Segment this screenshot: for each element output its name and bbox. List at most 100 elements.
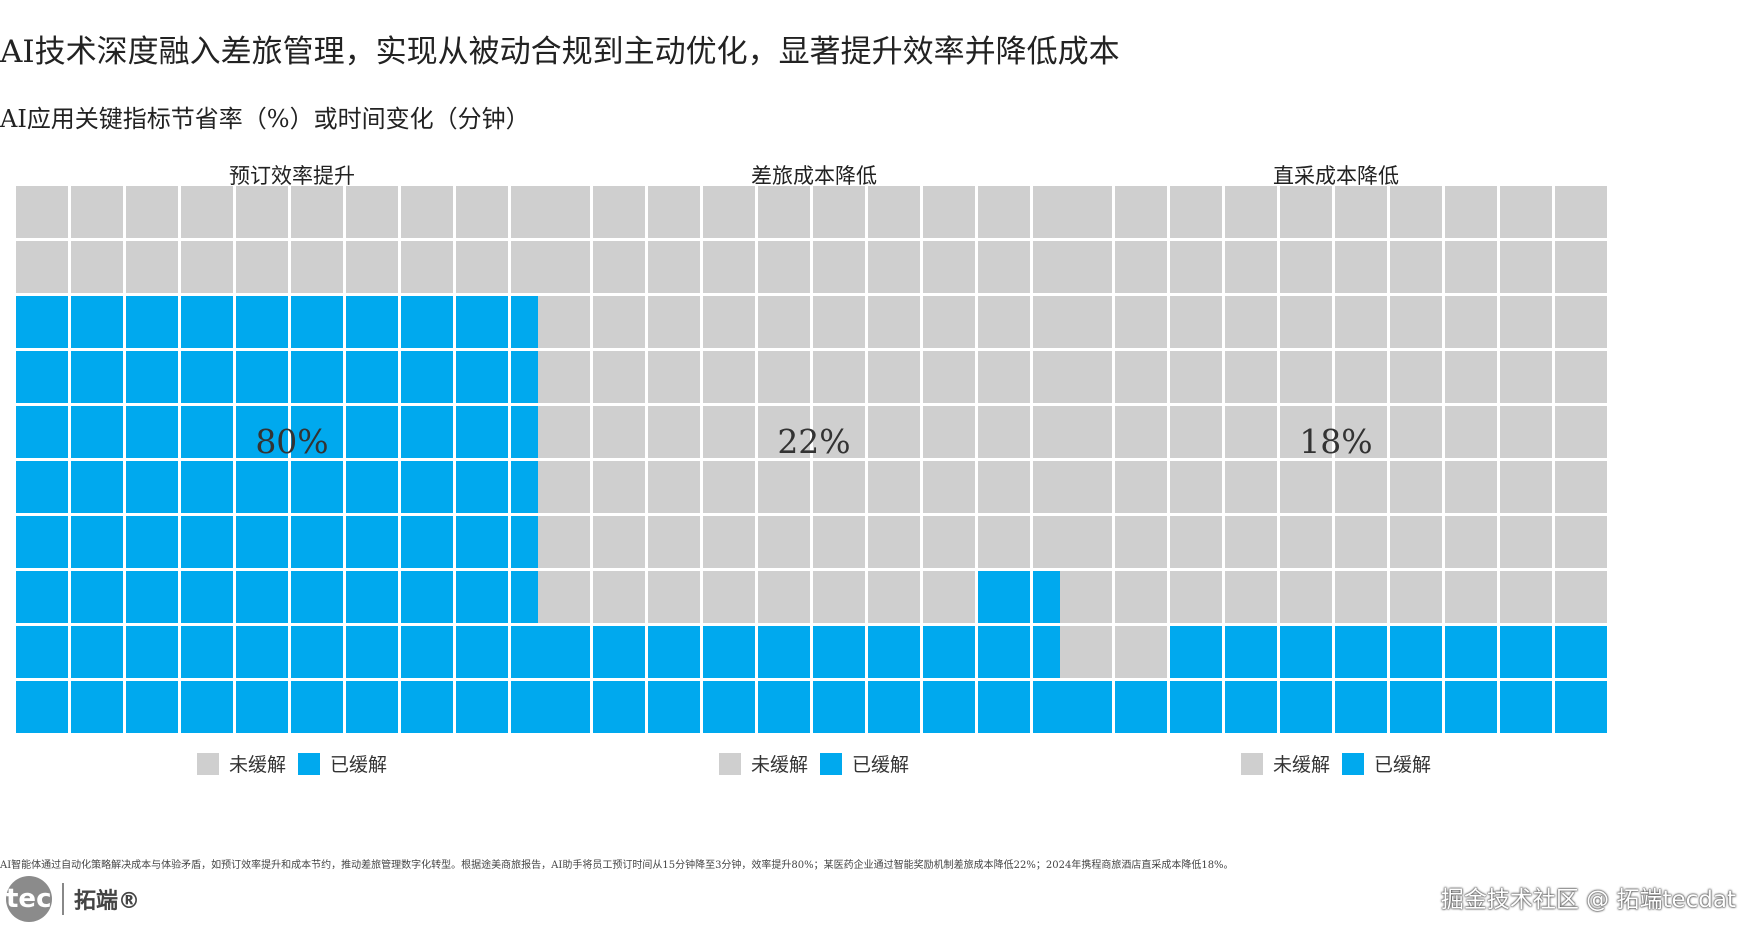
waffle-cell-unmitigated bbox=[1170, 461, 1222, 513]
waffle-cell-unmitigated bbox=[593, 296, 645, 348]
waffle-cell-unmitigated bbox=[1115, 241, 1167, 293]
waffle-cell-mitigated bbox=[401, 406, 453, 458]
waffle-cell-unmitigated bbox=[813, 186, 865, 238]
waffle-cell-unmitigated bbox=[1555, 296, 1607, 348]
waffle-cell-unmitigated bbox=[1390, 461, 1442, 513]
waffle-cell-unmitigated bbox=[1060, 461, 1112, 513]
waffle-cell-unmitigated bbox=[1555, 571, 1607, 623]
waffle-cell-unmitigated bbox=[868, 516, 920, 568]
waffle-cell-mitigated bbox=[346, 406, 398, 458]
waffle-cell-mitigated bbox=[1500, 681, 1552, 733]
waffle-cell-unmitigated bbox=[1445, 461, 1497, 513]
waffle-cell-unmitigated bbox=[1170, 296, 1222, 348]
waffle-cell-unmitigated bbox=[868, 461, 920, 513]
waffle-cell-mitigated bbox=[291, 626, 343, 678]
waffle-cell-mitigated bbox=[923, 681, 975, 733]
watermark: 掘金技术社区 @ 拓端tecdat bbox=[1440, 887, 1736, 913]
waffle-cell-unmitigated bbox=[1280, 186, 1332, 238]
legend: 未缓解 已缓解 bbox=[1060, 750, 1612, 777]
waffle-cell-mitigated bbox=[16, 406, 68, 458]
waffle-cell-mitigated bbox=[648, 681, 700, 733]
waffle-cell-mitigated bbox=[813, 681, 865, 733]
waffle-cell-unmitigated bbox=[923, 186, 975, 238]
waffle-cell-unmitigated bbox=[16, 241, 68, 293]
waffle-cell-mitigated bbox=[291, 681, 343, 733]
waffle-cell-unmitigated bbox=[538, 406, 590, 458]
waffle-cell-unmitigated bbox=[703, 351, 755, 403]
waffle-cell-mitigated bbox=[291, 516, 343, 568]
waffle-cell-unmitigated bbox=[16, 186, 68, 238]
waffle-cell-unmitigated bbox=[1390, 406, 1442, 458]
waffle-cell-mitigated bbox=[401, 626, 453, 678]
waffle-cell-unmitigated bbox=[813, 571, 865, 623]
waffle-cell-unmitigated bbox=[978, 406, 1030, 458]
waffle-cell-unmitigated bbox=[758, 406, 810, 458]
waffle-cell-mitigated bbox=[1390, 681, 1442, 733]
waffle-cell-mitigated bbox=[236, 296, 288, 348]
waffle-cell-mitigated bbox=[181, 516, 233, 568]
waffle-cell-unmitigated bbox=[291, 241, 343, 293]
panel-title: 直采成本降低 bbox=[1273, 164, 1399, 188]
waffle-cell-mitigated bbox=[1500, 626, 1552, 678]
waffle-cell-unmitigated bbox=[1115, 571, 1167, 623]
waffle-cell-mitigated bbox=[71, 296, 123, 348]
waffle-cell-mitigated bbox=[346, 681, 398, 733]
waffle-cell-mitigated bbox=[456, 461, 508, 513]
waffle-cell-unmitigated bbox=[1225, 571, 1277, 623]
waffle-cell-unmitigated bbox=[703, 186, 755, 238]
waffle-cell-unmitigated bbox=[346, 241, 398, 293]
waffle-cell-unmitigated bbox=[1390, 296, 1442, 348]
waffle-cell-mitigated bbox=[1225, 681, 1277, 733]
waffle-cell-mitigated bbox=[346, 351, 398, 403]
waffle-cell-mitigated bbox=[401, 461, 453, 513]
waffle-cell-mitigated bbox=[236, 681, 288, 733]
waffle-cell-unmitigated bbox=[538, 241, 590, 293]
waffle-cell-unmitigated bbox=[1555, 406, 1607, 458]
waffle-cell-mitigated bbox=[181, 406, 233, 458]
waffle-cell-unmitigated bbox=[703, 461, 755, 513]
waffle-cell-unmitigated bbox=[1115, 516, 1167, 568]
waffle-cell-unmitigated bbox=[538, 351, 590, 403]
chart-subtitle: AI应用关键指标节省率（%）或时间变化（分钟） bbox=[0, 105, 530, 133]
waffle-cell-unmitigated bbox=[1390, 241, 1442, 293]
legend-item-mitigated: 已缓解 bbox=[1342, 750, 1431, 777]
waffle-cell-unmitigated bbox=[758, 516, 810, 568]
waffle-cell-mitigated bbox=[923, 626, 975, 678]
logo-cn-text: 拓端® bbox=[74, 889, 141, 914]
legend-label-unmitigated: 未缓解 bbox=[1272, 754, 1330, 776]
waffle-cell-mitigated bbox=[346, 626, 398, 678]
waffle-cell-unmitigated bbox=[758, 351, 810, 403]
waffle-cell-unmitigated bbox=[126, 241, 178, 293]
panel-title: 预订效率提升 bbox=[229, 164, 355, 188]
waffle-cell-mitigated bbox=[456, 296, 508, 348]
waffle-cell-unmitigated bbox=[978, 186, 1030, 238]
waffle-cell-unmitigated bbox=[1225, 241, 1277, 293]
waffle-cell-unmitigated bbox=[923, 351, 975, 403]
waffle-cell-unmitigated bbox=[126, 186, 178, 238]
waffle-cell-unmitigated bbox=[1500, 461, 1552, 513]
waffle-cell-mitigated bbox=[126, 681, 178, 733]
waffle-cell-unmitigated bbox=[346, 186, 398, 238]
waffle-cell-unmitigated bbox=[1225, 351, 1277, 403]
waffle-cell-mitigated bbox=[346, 461, 398, 513]
waffle-cell-mitigated bbox=[126, 461, 178, 513]
waffle-cell-mitigated bbox=[71, 626, 123, 678]
waffle-cell-unmitigated bbox=[1060, 351, 1112, 403]
waffle-cell-unmitigated bbox=[1555, 516, 1607, 568]
waffle-cell-unmitigated bbox=[236, 186, 288, 238]
waffle-cell-unmitigated bbox=[1500, 241, 1552, 293]
waffle-cell-mitigated bbox=[1335, 626, 1387, 678]
waffle-cell-unmitigated bbox=[648, 461, 700, 513]
waffle-cell-unmitigated bbox=[703, 296, 755, 348]
waffle-cell-unmitigated bbox=[236, 241, 288, 293]
waffle-cell-unmitigated bbox=[1225, 296, 1277, 348]
waffle-cell-mitigated bbox=[758, 681, 810, 733]
waffle-cell-unmitigated bbox=[813, 406, 865, 458]
waffle-cell-mitigated bbox=[401, 571, 453, 623]
waffle-cell-unmitigated bbox=[1280, 406, 1332, 458]
waffle-cell-unmitigated bbox=[1390, 186, 1442, 238]
waffle-cell-mitigated bbox=[236, 461, 288, 513]
waffle-cell-mitigated bbox=[758, 626, 810, 678]
waffle-cell-mitigated bbox=[401, 681, 453, 733]
waffle-cell-mitigated bbox=[868, 626, 920, 678]
